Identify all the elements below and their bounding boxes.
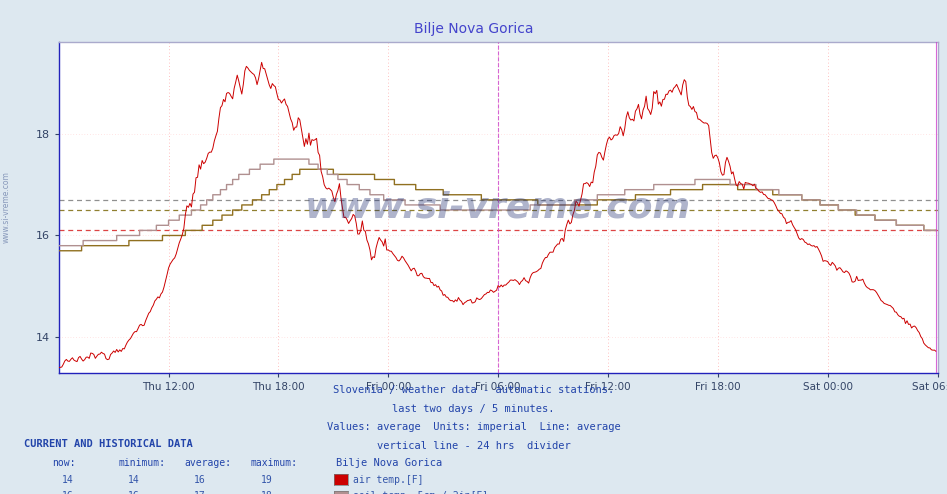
Text: www.si-vreme.com: www.si-vreme.com [305,191,691,224]
Text: average:: average: [185,458,232,468]
Text: last two days / 5 minutes.: last two days / 5 minutes. [392,404,555,413]
Text: Bilje Nova Gorica: Bilje Nova Gorica [336,458,442,468]
Text: 14: 14 [128,475,139,485]
Text: air temp.[F]: air temp.[F] [353,475,423,485]
Text: 16: 16 [62,492,73,494]
Text: www.si-vreme.com: www.si-vreme.com [2,171,11,244]
Text: minimum:: minimum: [118,458,166,468]
Text: Values: average  Units: imperial  Line: average: Values: average Units: imperial Line: av… [327,422,620,432]
Text: 16: 16 [128,492,139,494]
Text: 18: 18 [260,492,272,494]
Text: 16: 16 [194,475,205,485]
Text: Bilje Nova Gorica: Bilje Nova Gorica [414,22,533,36]
Text: now:: now: [52,458,76,468]
Text: 17: 17 [194,492,205,494]
Text: 14: 14 [62,475,73,485]
Text: vertical line - 24 hrs  divider: vertical line - 24 hrs divider [377,441,570,451]
Text: soil temp. 5cm / 2in[F]: soil temp. 5cm / 2in[F] [353,492,489,494]
Text: 19: 19 [260,475,272,485]
Text: CURRENT AND HISTORICAL DATA: CURRENT AND HISTORICAL DATA [24,439,192,449]
Text: maximum:: maximum: [251,458,298,468]
Text: Slovenia / weather data - automatic stations.: Slovenia / weather data - automatic stat… [333,385,614,395]
